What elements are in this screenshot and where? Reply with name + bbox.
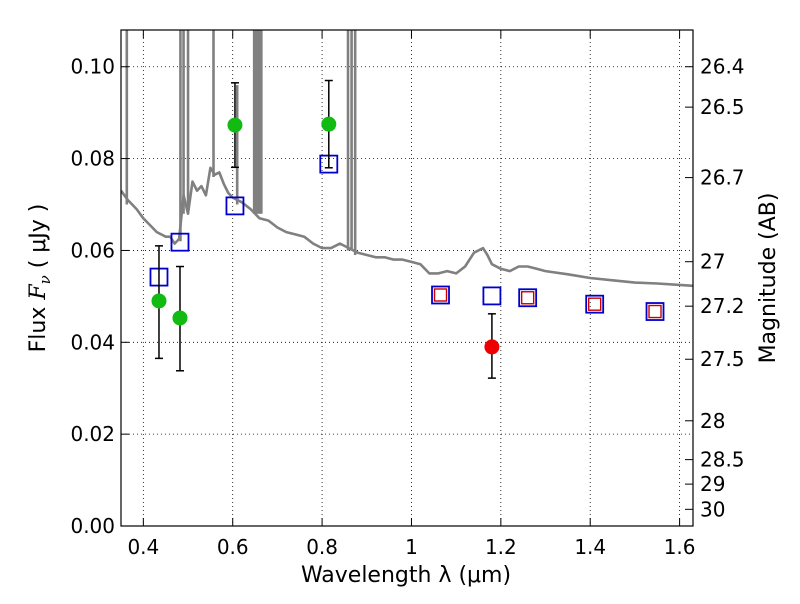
model-band-inner-square — [433, 288, 448, 302]
y-tick-label: 0.10 — [70, 55, 115, 79]
grid — [121, 30, 693, 527]
model-band-square — [225, 196, 245, 216]
mag-tick-label: 30 — [700, 497, 725, 521]
y-tick-label: 0.02 — [70, 422, 115, 446]
y-tick-label: 0.00 — [70, 514, 115, 538]
upper-limit-point — [484, 339, 500, 355]
axis-ticks: 0.4 0.6 0.8 1 1.2 1.4 1.6 0.00 0.02 0.04 0.06 0.08 0… — [70, 30, 745, 559]
y-axis-label-prefix: Flux — [26, 300, 51, 353]
model-band-inner-square — [587, 297, 602, 311]
y-axis-label-subscript: ν — [36, 275, 54, 284]
mag-tick-label: 26.4 — [700, 55, 745, 79]
x-tick-label: 1 — [405, 535, 418, 559]
mag-tick-label: 29 — [700, 472, 725, 496]
model-sed-line — [121, 166, 693, 288]
x-tick-label: 1.4 — [574, 535, 606, 559]
detection-point — [172, 310, 188, 326]
y-axis-label-right: Magnitude (AB) — [756, 193, 781, 364]
mag-tick-label: 27.5 — [700, 347, 745, 371]
y-tick-label: 0.08 — [70, 147, 115, 171]
mag-tick-label: 26.7 — [700, 166, 745, 190]
x-tick-label: 0.6 — [217, 535, 249, 559]
y-tick-label: 0.04 — [70, 330, 115, 354]
model-band-square — [170, 232, 190, 252]
model-band-inner-square — [648, 304, 662, 319]
model-band-square — [431, 285, 450, 305]
plot-area — [121, 30, 693, 379]
model-band-inner-square — [520, 291, 535, 305]
model-band-square — [585, 294, 605, 314]
y-axis-label-left: Flux Fν ( μJy ) — [26, 204, 54, 353]
y-axis-label-units: ( μJy ) — [26, 204, 51, 276]
plot-frame — [120, 29, 694, 527]
mag-tick-label: 27.2 — [700, 294, 745, 318]
detection-point — [227, 117, 243, 133]
y-axis-label-symbol: F — [26, 284, 51, 301]
mag-tick-label: 26.5 — [700, 95, 745, 119]
y-tick-label: 0.06 — [70, 238, 115, 262]
model-band-square — [518, 288, 538, 308]
detection-point — [151, 293, 167, 309]
model-band-square — [482, 286, 502, 306]
mag-tick-label: 28.5 — [700, 448, 745, 472]
model-band-square — [645, 302, 665, 321]
x-tick-label: 1.2 — [485, 535, 517, 559]
x-axis-label: Wavelength λ (μm) — [301, 563, 511, 588]
x-tick-label: 0.4 — [127, 535, 159, 559]
mag-tick-label: 27 — [700, 250, 725, 274]
x-tick-label: 1.6 — [664, 535, 696, 559]
x-tick-label: 0.8 — [306, 535, 338, 559]
mag-tick-label: 28 — [700, 409, 725, 433]
detection-point — [321, 116, 337, 132]
